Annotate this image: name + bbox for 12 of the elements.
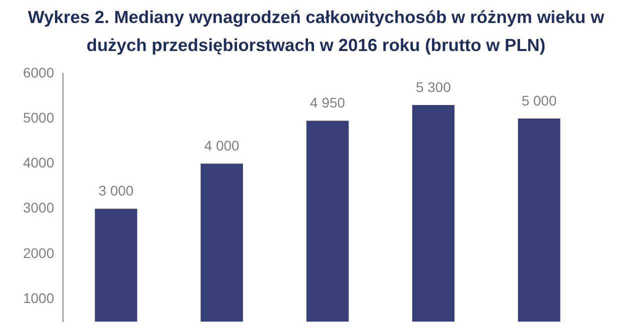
chart-title: Wykres 2. Mediany wynagrodzeń całkowitychosób w różnym wieku w dużych przedsiębiorstwach w 2016 roku (brutto w PLN) [26, 6, 606, 57]
data-label: 4 000 [204, 138, 240, 154]
data-label: 5 300 [416, 78, 452, 95]
data-label: 3 000 [98, 182, 134, 199]
y-tick-label: 5000 [22, 109, 54, 126]
y-tick-label: 1000 [22, 290, 54, 306]
y-tick-label: 6000 [22, 64, 54, 80]
data-label: 5 000 [522, 92, 557, 108]
data-label: 4 950 [310, 94, 346, 111]
y-tick-label: 2000 [22, 244, 54, 261]
y-tick-label: 3000 [22, 200, 54, 216]
y-tick-label: 4000 [22, 154, 54, 171]
